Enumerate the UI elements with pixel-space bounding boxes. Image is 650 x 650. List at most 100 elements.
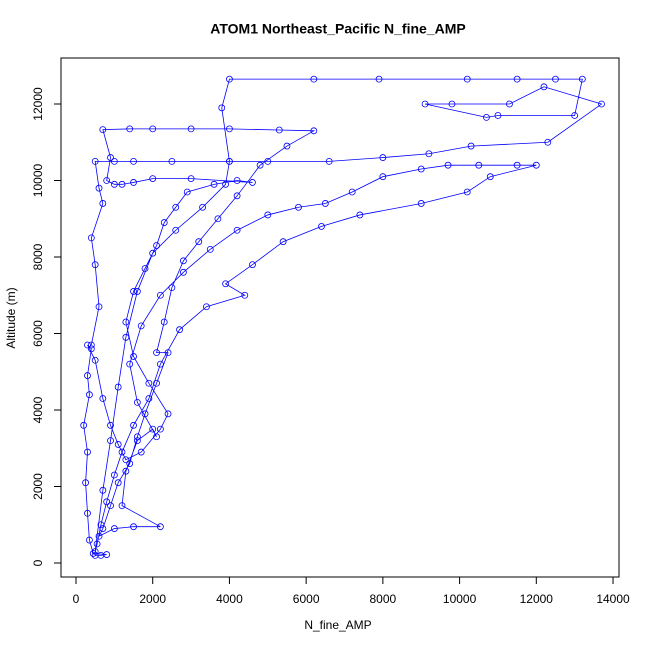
data-point <box>84 341 91 349</box>
data-point <box>513 161 521 169</box>
data-point <box>103 177 111 184</box>
data-point <box>598 100 605 108</box>
data-point <box>506 100 513 108</box>
data-point <box>153 349 160 357</box>
data-point <box>494 112 502 119</box>
data-point <box>295 203 302 211</box>
data-point <box>133 398 141 406</box>
data-point <box>133 288 141 295</box>
series-line <box>83 78 603 556</box>
data-point <box>176 326 183 334</box>
data-point <box>149 125 157 133</box>
x-tick-label: 0 <box>73 592 80 606</box>
data-point <box>141 265 149 272</box>
data-point <box>145 379 153 387</box>
data-point <box>183 188 191 196</box>
data-point <box>164 349 172 357</box>
data-point <box>114 479 122 487</box>
data-point <box>95 184 103 192</box>
data-point <box>532 161 540 169</box>
data-point <box>130 157 137 165</box>
data-point <box>168 284 176 292</box>
data-point <box>86 391 93 399</box>
data-point <box>82 479 89 487</box>
data-point <box>153 433 160 441</box>
data-point <box>279 238 287 246</box>
data-point <box>130 421 137 429</box>
data-point <box>264 211 272 219</box>
data-point <box>130 288 137 295</box>
data-point <box>95 532 103 540</box>
x-tick-label: 8000 <box>370 592 397 606</box>
data-point <box>107 421 114 429</box>
data-point <box>133 437 141 445</box>
data-point <box>93 540 101 548</box>
data-point <box>99 126 107 134</box>
data-point <box>379 154 387 161</box>
data-point <box>130 523 137 531</box>
data-point <box>552 75 559 83</box>
data-point <box>164 410 172 418</box>
y-axis-label: Altitude (m) <box>4 287 18 348</box>
data-point <box>130 179 137 186</box>
data-point <box>160 318 168 326</box>
data-point <box>210 180 218 188</box>
data-point <box>145 395 153 402</box>
data-point <box>110 471 118 479</box>
data-point <box>80 421 88 429</box>
data-point <box>187 175 195 182</box>
data-point <box>318 223 325 230</box>
data-point <box>483 114 490 121</box>
plot-box <box>60 57 620 578</box>
x-tick-label: 14000 <box>596 592 630 606</box>
data-point <box>283 142 291 150</box>
data-point <box>540 83 548 91</box>
data-point <box>122 456 130 464</box>
data-point <box>172 226 180 234</box>
x-axis-label: N_fine_AMP <box>304 618 371 632</box>
data-point <box>222 180 229 188</box>
data-point <box>87 234 95 242</box>
data-point <box>199 203 206 211</box>
data-point <box>160 219 168 226</box>
data-point <box>141 410 149 418</box>
data-point <box>417 200 425 207</box>
data-point <box>137 448 145 456</box>
data-point <box>486 173 494 181</box>
data-point <box>168 157 176 165</box>
data-point <box>149 249 157 257</box>
data-point <box>256 161 264 169</box>
data-point <box>310 75 318 83</box>
data-point <box>99 200 107 207</box>
data-point <box>264 157 272 165</box>
data-point <box>122 467 130 475</box>
data-point <box>99 486 107 494</box>
data-point <box>180 268 187 276</box>
data-point <box>444 161 452 169</box>
data-point <box>233 192 241 200</box>
data-point <box>122 333 130 341</box>
data-point <box>91 548 99 555</box>
data-point <box>156 425 164 433</box>
data-point <box>110 157 118 165</box>
y-tick-label: 8000 <box>31 243 45 270</box>
data-point <box>153 242 160 249</box>
data-point <box>249 261 256 269</box>
data-point <box>156 523 164 531</box>
data-point <box>149 425 157 433</box>
data-point <box>218 104 226 112</box>
data-point <box>448 100 456 108</box>
data-point <box>126 460 134 467</box>
data-point <box>84 509 91 517</box>
data-point <box>87 345 95 353</box>
data-point <box>379 173 387 181</box>
data-point <box>375 75 383 83</box>
data-point <box>118 502 126 510</box>
data-point <box>126 125 134 133</box>
data-point <box>226 157 233 165</box>
data-point <box>84 372 91 379</box>
data-point <box>149 175 157 182</box>
x-tick-label: 12000 <box>520 592 554 606</box>
data-point <box>463 188 471 196</box>
data-point <box>126 360 134 368</box>
